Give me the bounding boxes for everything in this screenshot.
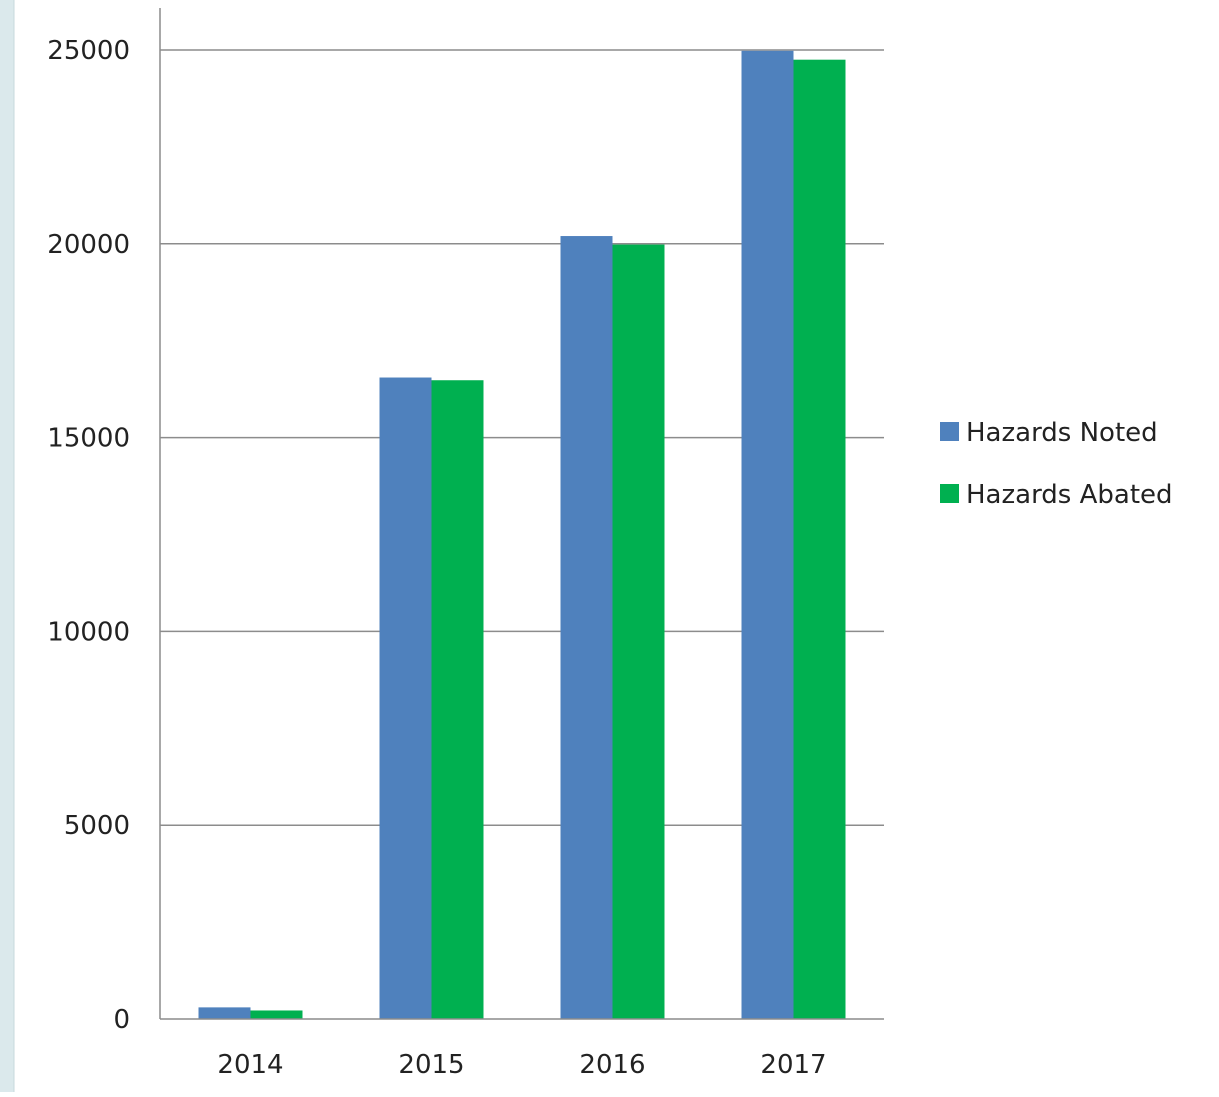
bar-hazards-noted-2015 (379, 377, 432, 1020)
bar-hazards-abated-2016 (612, 244, 665, 1019)
legend-swatch (940, 484, 959, 503)
x-tick-label: 2016 (579, 1050, 645, 1080)
tick-labels: 0 5000 10000 15000 20000 25000 2014 2015 2016 201… (47, 36, 826, 1080)
legend: Hazards Noted Hazards Abated (940, 418, 1173, 510)
bar-hazards-abated-2014 (250, 1010, 303, 1019)
x-tick-label: 2014 (217, 1050, 283, 1080)
bar-hazards-abated-2015 (431, 380, 484, 1019)
x-tick-label: 2017 (760, 1050, 826, 1080)
y-tick-label: 25000 (47, 36, 130, 66)
y-tick-label: 20000 (47, 230, 130, 260)
bar-hazards-abated-2017 (793, 59, 846, 1019)
axes (159, 8, 884, 1020)
legend-swatch (940, 422, 959, 441)
bar-hazards-noted-2014 (198, 1007, 251, 1019)
y-tick-label: 10000 (47, 617, 130, 647)
legend-label: Hazards Noted (966, 418, 1158, 448)
legend-label: Hazards Abated (966, 480, 1173, 510)
bar-hazards-noted-2016 (560, 236, 613, 1020)
x-tick-label: 2015 (398, 1050, 464, 1080)
bars (198, 50, 846, 1020)
left-edge-strip (0, 0, 14, 1092)
y-tick-label: 0 (113, 1005, 130, 1035)
bar-hazards-noted-2017 (741, 50, 794, 1019)
y-tick-label: 5000 (64, 811, 130, 841)
y-tick-label: 15000 (47, 424, 130, 454)
